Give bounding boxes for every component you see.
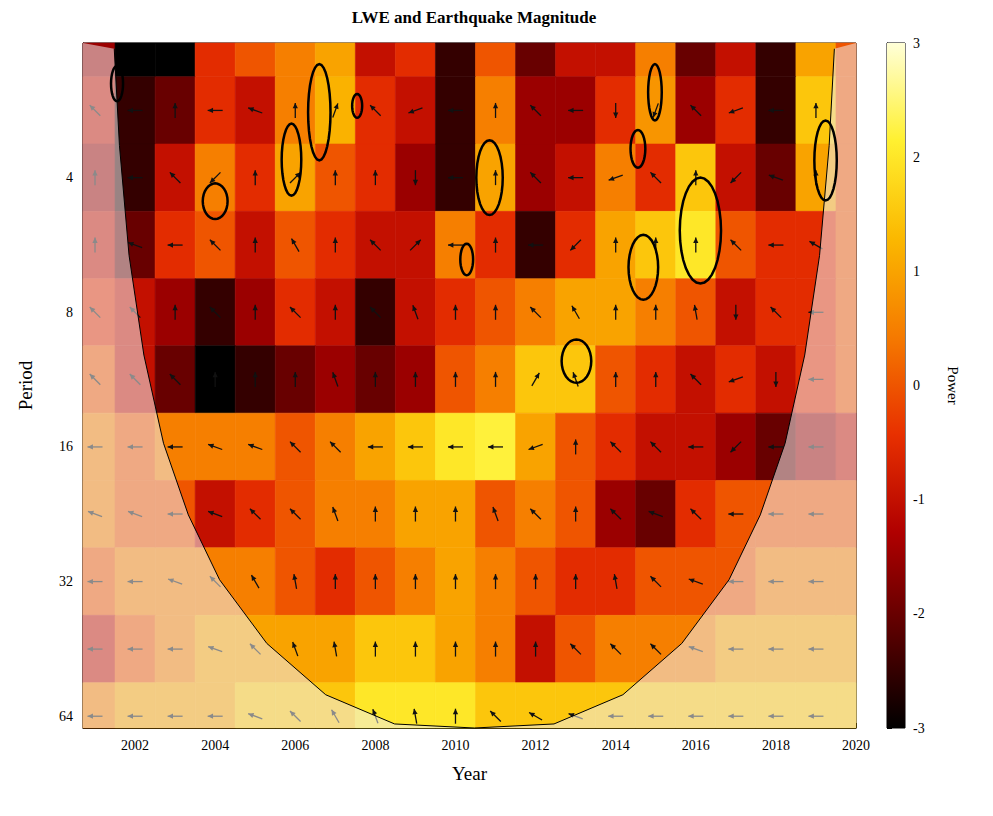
svg-text:Period: Period <box>15 360 36 410</box>
svg-text:2020: 2020 <box>842 738 870 753</box>
svg-text:2: 2 <box>913 150 920 165</box>
svg-text:2010: 2010 <box>441 738 469 753</box>
svg-text:-3: -3 <box>913 721 925 736</box>
svg-text:2006: 2006 <box>281 738 309 753</box>
svg-text:2004: 2004 <box>201 738 229 753</box>
svg-text:64: 64 <box>59 709 73 724</box>
svg-text:Power: Power <box>945 366 961 404</box>
svg-text:32: 32 <box>59 574 73 589</box>
svg-text:2018: 2018 <box>762 738 790 753</box>
svg-text:-2: -2 <box>913 606 925 621</box>
svg-text:3: 3 <box>913 36 920 51</box>
svg-text:Year: Year <box>452 763 488 784</box>
svg-text:2002: 2002 <box>121 738 149 753</box>
svg-text:LWE and Earthquake Magnitude: LWE and Earthquake Magnitude <box>352 8 597 27</box>
svg-text:1: 1 <box>913 264 920 279</box>
svg-text:16: 16 <box>59 439 73 454</box>
svg-text:2014: 2014 <box>602 738 630 753</box>
svg-text:4: 4 <box>66 170 73 185</box>
svg-text:2008: 2008 <box>361 738 389 753</box>
svg-text:0: 0 <box>913 378 920 393</box>
svg-text:2016: 2016 <box>682 738 710 753</box>
svg-text:-1: -1 <box>913 492 925 507</box>
svg-text:8: 8 <box>66 305 73 320</box>
svg-text:2012: 2012 <box>522 738 550 753</box>
